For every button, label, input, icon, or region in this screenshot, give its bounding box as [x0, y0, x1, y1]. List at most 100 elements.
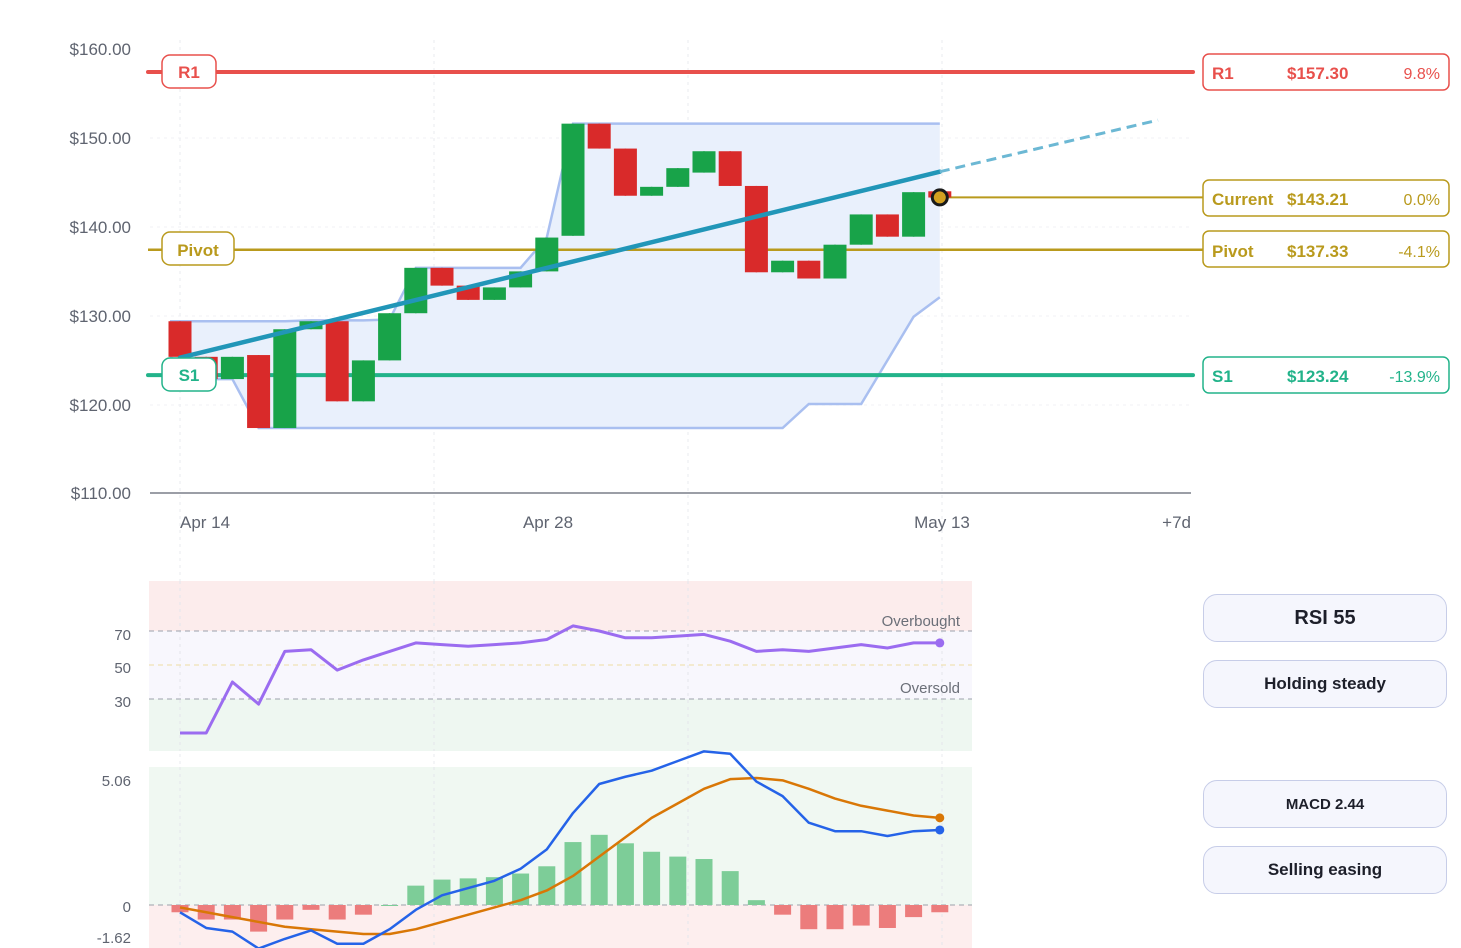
macd-histogram-bar: [590, 834, 608, 905]
candle: [587, 123, 611, 149]
macd-histogram-bar: [878, 905, 896, 928]
rsi-value: RSI 55: [1294, 606, 1356, 629]
rsi-tick-label: 50: [114, 660, 131, 677]
candle: [797, 260, 821, 279]
current-price-marker: [930, 188, 949, 207]
candle: [718, 151, 742, 186]
candle: [640, 186, 664, 196]
macd-histogram-bar: [905, 905, 923, 918]
candle: [561, 123, 585, 236]
macd-histogram-bar: [485, 877, 503, 905]
y-tick-label: $150.00: [70, 129, 131, 148]
macd-histogram-bar: [276, 905, 294, 920]
candle: [875, 214, 899, 237]
rsi-panel: [149, 581, 972, 751]
s1-box: [1202, 356, 1450, 394]
macd-histogram-bar: [512, 873, 530, 905]
current-box: [1202, 179, 1450, 217]
macd-end-dot: [935, 825, 945, 835]
current-box-label: Current: [1212, 190, 1274, 209]
candle: [247, 355, 271, 429]
candle: [823, 244, 847, 279]
x-tick-label: May 13: [914, 513, 970, 532]
macd-status: Selling easing: [1267, 860, 1383, 879]
s1-left-tag-label: S1: [179, 366, 200, 385]
macd-axis: 5.06 0 -1.62: [97, 773, 131, 947]
y-tick-label: $110.00: [71, 484, 131, 503]
macd-histogram-bar: [250, 905, 268, 932]
macd-histogram-bar: [747, 900, 765, 905]
overbought-zone: [149, 581, 972, 631]
candle: [273, 329, 297, 429]
candle: [482, 287, 506, 300]
macd-value: MACD 2.44: [1285, 795, 1365, 813]
macd-histogram-bar: [433, 879, 451, 905]
y-tick-label: $160.00: [70, 40, 131, 59]
candles: [168, 123, 952, 429]
x-tick-label: +7d: [1162, 513, 1191, 532]
macd-histogram-bar: [538, 866, 556, 905]
macd-histogram-bar: [774, 905, 792, 915]
r1-left-tag: [161, 54, 217, 89]
pivot-box-pct: -4.1%: [1398, 244, 1440, 261]
r1-box: [1202, 53, 1450, 91]
rsi-tick-label: 70: [114, 627, 131, 644]
macd-histogram-bar: [381, 905, 399, 906]
candle: [849, 214, 873, 245]
rsi-tick-label: 30: [114, 694, 131, 711]
macd-histogram-bar: [302, 905, 320, 910]
candle: [902, 192, 926, 237]
rsi-value-card: RSI 55: [1203, 594, 1447, 642]
y-tick-label: $140.00: [70, 218, 131, 237]
candle: [404, 267, 428, 314]
trend-projection-line: [939, 118, 1159, 174]
pivot-box-label: Pivot: [1212, 242, 1254, 261]
macd-histogram-bar: [459, 878, 477, 905]
overbought-label: Overbought: [882, 613, 961, 630]
s1-box-pct: -13.9%: [1389, 369, 1440, 386]
candle: [430, 267, 454, 286]
y-tick-label: $130.00: [70, 307, 131, 326]
oversold-label: Oversold: [900, 680, 960, 697]
candle: [220, 356, 244, 380]
macd-histogram-bar: [721, 871, 739, 905]
rsi-line: [180, 624, 940, 735]
r1-box-pct: 9.8%: [1404, 66, 1440, 83]
candle: [351, 360, 375, 402]
candle: [666, 168, 690, 187]
candle: [535, 237, 559, 272]
candle: [378, 313, 402, 361]
macd-panel: [149, 750, 972, 948]
r1-box-price: $157.30: [1287, 64, 1348, 83]
channel-upper-line: [170, 122, 940, 323]
candle: [771, 260, 795, 273]
macd-signal-end-dot: [935, 813, 945, 823]
rsi-status-card: Holding steady: [1203, 660, 1447, 708]
macd-histogram-bar: [826, 905, 844, 930]
rsi-axis: 70 50 30 Overbought Oversold: [114, 613, 961, 711]
candle: [692, 151, 716, 173]
y-tick-label: $120.00: [70, 396, 131, 415]
pivot-box: [1202, 230, 1450, 268]
current-box-price: $143.21: [1287, 190, 1348, 209]
x-tick-label: Apr 28: [523, 513, 573, 532]
macd-signal-line: [179, 776, 940, 936]
macd-histogram-bar: [800, 905, 818, 930]
macd-tick-label: -1.62: [97, 930, 131, 947]
macd-negative-zone: [149, 905, 972, 948]
macd-histogram-bar: [407, 885, 425, 905]
x-tick-label: Apr 14: [180, 513, 230, 532]
macd-tick-label: 5.06: [102, 773, 131, 790]
chart-graphics: [146, 40, 1203, 948]
s1-box-label: S1: [1212, 367, 1233, 386]
macd-histogram-bar: [354, 905, 372, 915]
macd-histogram-bar: [616, 843, 634, 905]
date-x-axis: Apr 14 Apr 28 May 13 +7d: [180, 513, 1191, 532]
macd-histogram-bar: [695, 859, 713, 905]
macd-tick-label: 0: [123, 899, 131, 916]
neutral-zone: [149, 631, 972, 699]
macd-histogram-bar: [328, 905, 346, 920]
rsi-end-dot: [935, 638, 945, 648]
macd-histogram-bar: [931, 905, 949, 913]
